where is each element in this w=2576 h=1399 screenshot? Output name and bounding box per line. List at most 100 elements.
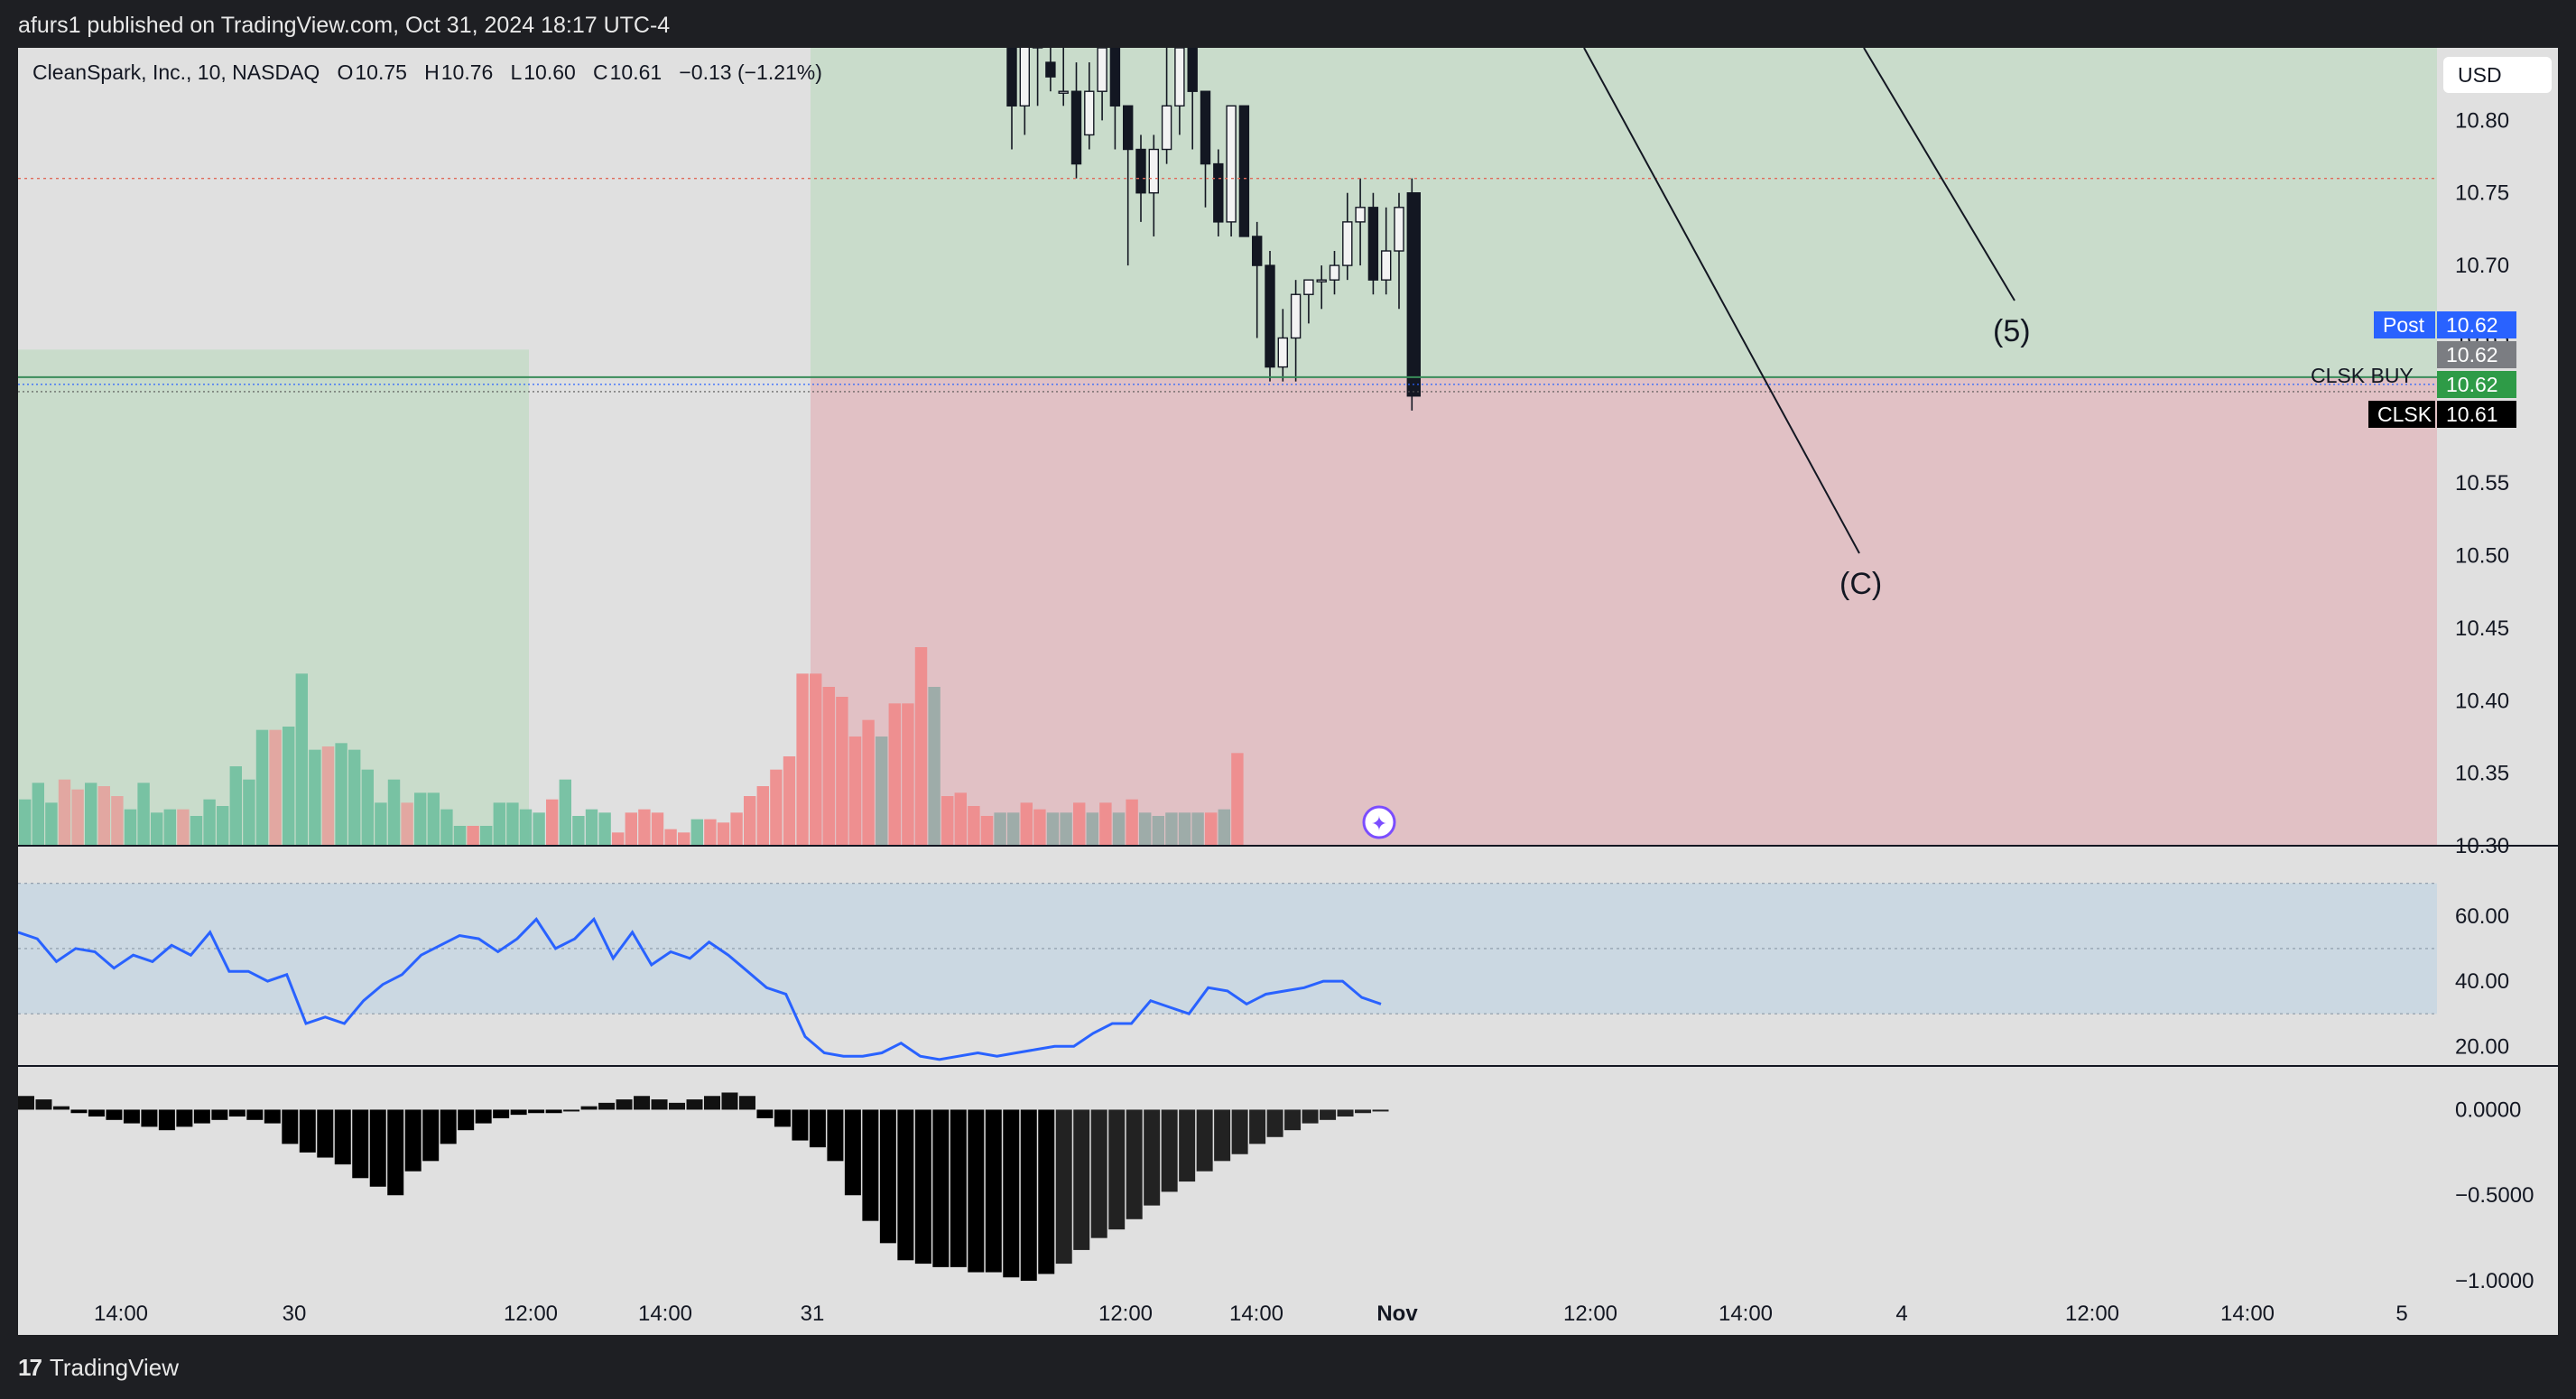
right-loss-zone xyxy=(811,376,2437,846)
histogram-bar xyxy=(844,1109,861,1196)
chart-canvas[interactable]: CLSK BUY(5)(C)✦ 10.8010.7510.7010.6510.6… xyxy=(18,48,2558,1335)
volume-bar xyxy=(678,832,690,846)
volume-bar xyxy=(163,809,176,846)
volume-bar xyxy=(177,809,190,846)
histogram-bar xyxy=(1249,1109,1266,1144)
candle-body xyxy=(1045,61,1056,78)
volume-bar xyxy=(97,786,110,846)
histogram-bar xyxy=(1126,1109,1143,1219)
buy-line-label: CLSK BUY xyxy=(2311,364,2414,387)
volume-bar xyxy=(1060,812,1072,846)
volume-bar xyxy=(427,792,440,846)
currency-button[interactable]: USD xyxy=(2443,57,2552,93)
wave-5-label: (5) xyxy=(1993,314,2031,348)
wave-c-label: (C) xyxy=(1839,567,1882,601)
legend-open: 10.75 xyxy=(355,60,407,84)
volume-bar xyxy=(651,812,664,846)
legend-open-key: O xyxy=(337,60,354,84)
volume-bar xyxy=(295,673,308,846)
histogram-bar xyxy=(1231,1109,1248,1154)
volume-bar xyxy=(32,783,44,846)
volume-bar xyxy=(1152,816,1164,846)
histogram-bar xyxy=(1266,1109,1283,1137)
volume-bar xyxy=(217,806,229,846)
rsi-tick: 20.00 xyxy=(2455,1034,2509,1059)
volume-bar xyxy=(625,812,637,846)
volume-bar xyxy=(1139,812,1152,846)
volume-bar xyxy=(598,812,611,846)
candle-body xyxy=(1006,48,1017,107)
volume-bar xyxy=(151,812,163,846)
volume-bar xyxy=(704,819,717,846)
histogram-bar xyxy=(1090,1109,1107,1238)
candle-body xyxy=(1019,48,1031,107)
histogram-bar xyxy=(334,1109,351,1165)
tradingview-logo[interactable]: 17 TradingView xyxy=(18,1354,179,1382)
post-tag: Post xyxy=(2374,311,2435,338)
volume-bar xyxy=(203,799,216,846)
candle-body xyxy=(1367,207,1379,281)
histogram-bar xyxy=(1284,1109,1302,1131)
histogram-bar xyxy=(1214,1109,1231,1162)
volume-bar xyxy=(283,727,295,846)
histogram-bar xyxy=(897,1109,914,1261)
volume-bar xyxy=(335,743,347,846)
legend-high-key: H xyxy=(424,60,440,84)
volume-bar xyxy=(1073,802,1086,846)
right-profit-zone xyxy=(811,48,2437,377)
sparkle-glyph: ✦ xyxy=(1371,813,1387,836)
histogram-bar xyxy=(106,1109,123,1120)
candle-body xyxy=(1265,264,1275,368)
symbol-legend: CleanSpark, Inc., 10, NASDAQ O10.75 H10.… xyxy=(32,60,822,85)
volume-bar xyxy=(137,783,150,846)
chart-area[interactable]: CLSK BUY(5)(C)✦ 10.8010.7510.7010.6510.6… xyxy=(18,48,2558,1335)
candle-body xyxy=(1174,48,1185,107)
volume-bar xyxy=(111,796,124,846)
sparkle-icon xyxy=(1362,805,1396,839)
volume-bar xyxy=(453,826,467,846)
volume-bar xyxy=(730,812,743,846)
volume-bar xyxy=(269,729,282,846)
histogram-bar xyxy=(264,1109,281,1124)
histogram-bar xyxy=(932,1109,950,1267)
candle-body xyxy=(1187,48,1198,92)
volume-bar xyxy=(954,792,967,846)
histogram-bar xyxy=(1003,1109,1020,1278)
volume-bar xyxy=(1086,812,1098,846)
volume-bar xyxy=(229,766,242,846)
histogram-bar xyxy=(1055,1109,1072,1265)
histogram-bar xyxy=(18,1096,34,1110)
volume-bar xyxy=(888,703,901,846)
candle-body xyxy=(1342,221,1353,266)
volume-bar xyxy=(309,749,321,846)
candle-body xyxy=(1316,279,1327,283)
histogram-bar xyxy=(686,1099,703,1110)
histogram-bar xyxy=(704,1096,720,1110)
candle-body xyxy=(1070,90,1082,165)
histogram-bar xyxy=(1161,1109,1178,1192)
histogram-bar xyxy=(1196,1109,1213,1172)
candle-body xyxy=(1148,148,1160,194)
volume-bar xyxy=(862,719,875,846)
volume-bar xyxy=(493,802,505,846)
volume-bar xyxy=(546,799,559,846)
legend-low: 10.60 xyxy=(524,60,576,84)
histogram-bar xyxy=(211,1109,228,1120)
volume-bar xyxy=(375,802,387,846)
histogram-bar xyxy=(352,1109,369,1179)
histogram-bar xyxy=(246,1109,264,1120)
volume-bar xyxy=(756,786,769,846)
histogram-bar xyxy=(738,1096,755,1110)
histogram-bar xyxy=(141,1109,158,1127)
candle-body xyxy=(1251,236,1263,266)
histogram-bar xyxy=(879,1109,896,1244)
volume-bar xyxy=(1165,812,1178,846)
legend-high: 10.76 xyxy=(440,60,494,84)
price-tick: 10.70 xyxy=(2455,254,2509,278)
volume-bar xyxy=(321,746,335,846)
volume-bar xyxy=(440,809,453,846)
volume-bar xyxy=(928,687,941,846)
histogram-bar xyxy=(914,1109,931,1265)
clsk-tag: CLSK xyxy=(2368,401,2435,428)
volume-bar xyxy=(612,832,625,846)
